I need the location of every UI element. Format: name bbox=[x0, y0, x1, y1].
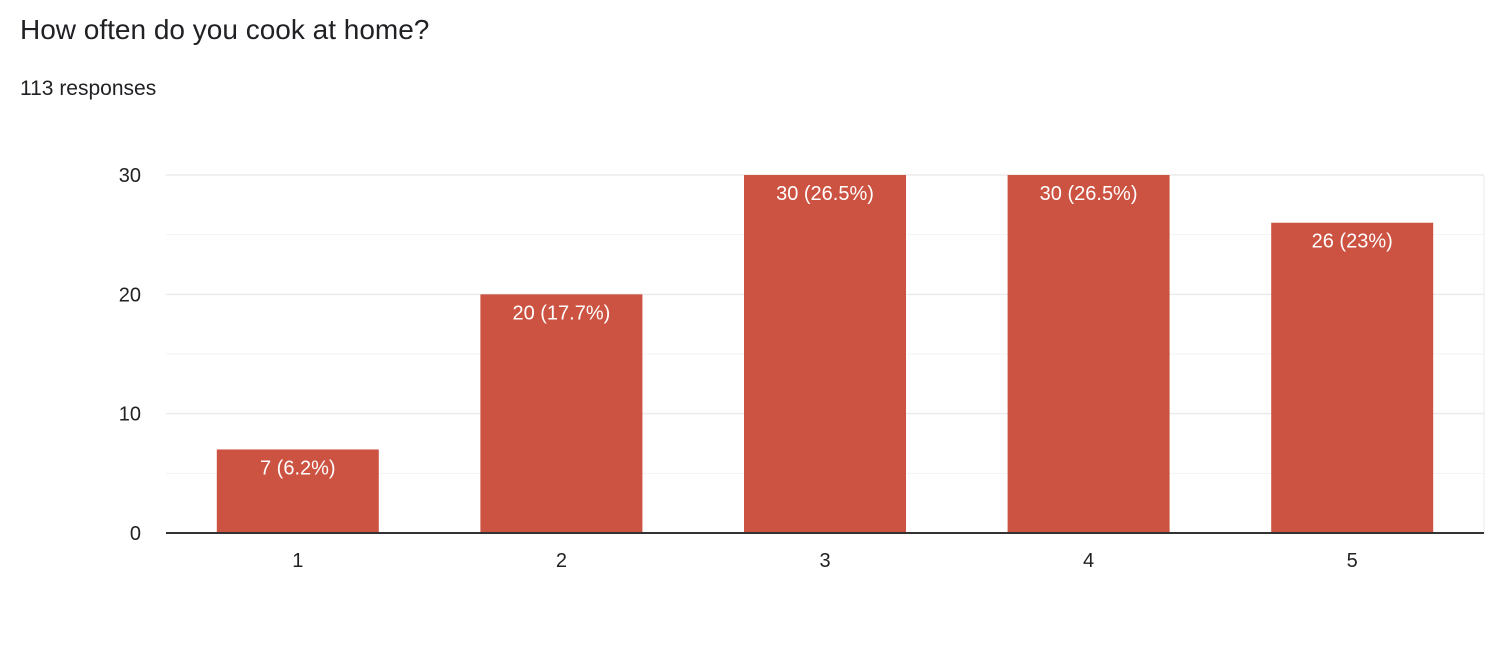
x-tick-label: 3 bbox=[819, 550, 830, 572]
x-tick-label: 1 bbox=[292, 550, 303, 572]
bar bbox=[216, 449, 379, 533]
question-title: How often do you cook at home? bbox=[20, 14, 430, 45]
bar-data-label: 20 (17.7%) bbox=[512, 302, 610, 324]
bar-data-label: 7 (6.2%) bbox=[260, 457, 336, 479]
x-tick-label: 4 bbox=[1083, 550, 1094, 572]
y-tick-label: 0 bbox=[130, 523, 141, 545]
bar-data-label: 30 (26.5%) bbox=[1040, 183, 1138, 205]
x-tick-label: 5 bbox=[1347, 550, 1358, 572]
bar-data-label: 30 (26.5%) bbox=[776, 183, 874, 205]
bars: 7 (6.2%) 20 (17.7%) 30 (26.5%) 30 (26.5%) 26… bbox=[216, 175, 1434, 533]
x-tick-label: 2 bbox=[556, 550, 567, 572]
y-tick-label: 10 bbox=[119, 404, 141, 426]
response-count: 113 responses bbox=[20, 77, 157, 100]
bar bbox=[744, 175, 906, 533]
y-tick-label: 30 bbox=[119, 165, 141, 187]
bar bbox=[480, 294, 643, 533]
axes: 0 10 20 30 1 2 3 4 5 bbox=[119, 165, 1484, 572]
bar bbox=[1007, 175, 1170, 533]
bar-data-label: 26 (23%) bbox=[1312, 231, 1393, 253]
y-tick-label: 20 bbox=[119, 284, 141, 306]
bar bbox=[1271, 222, 1434, 533]
